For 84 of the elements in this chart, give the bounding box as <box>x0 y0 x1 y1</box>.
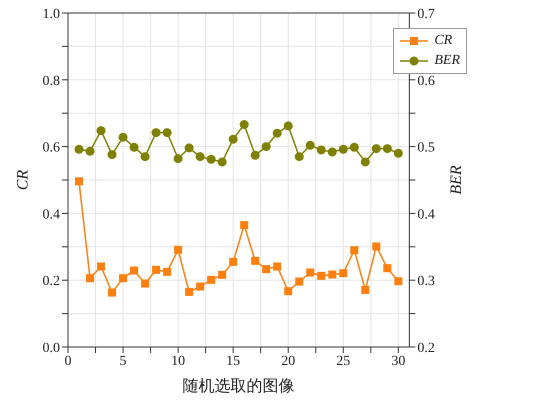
point <box>328 270 336 279</box>
point <box>152 266 160 274</box>
point <box>196 282 204 291</box>
legend-label: CR <box>434 32 452 50</box>
point <box>96 126 106 136</box>
x-axis-title: 随机选取的图像 <box>182 377 295 395</box>
point <box>108 288 116 297</box>
point <box>382 144 392 154</box>
point <box>306 140 315 150</box>
point <box>218 157 227 166</box>
y2-tick-label: 0.4 <box>417 207 435 222</box>
point <box>284 121 293 130</box>
point <box>174 246 182 254</box>
y2-tick-label: 0.7 <box>417 6 435 22</box>
point <box>273 262 282 271</box>
point <box>306 268 314 277</box>
point <box>372 242 380 250</box>
point <box>130 266 138 275</box>
y-tick-label: 1.0 <box>42 6 60 22</box>
point <box>86 146 95 156</box>
point <box>383 264 392 272</box>
point <box>185 288 194 296</box>
point <box>218 270 226 279</box>
y-tick-label: 0.8 <box>42 74 60 89</box>
y-axis-title: CR <box>14 170 32 190</box>
point <box>262 142 271 152</box>
point <box>140 152 150 162</box>
y-tick-label: 0.4 <box>42 207 60 222</box>
legend-label: BER <box>434 52 460 70</box>
point <box>196 152 205 162</box>
point <box>86 274 94 282</box>
y2-axis-title: BER <box>448 165 466 195</box>
point <box>250 150 260 160</box>
y-tick-label: 0.2 <box>42 274 60 290</box>
y-tick-label: 0.6 <box>42 140 60 156</box>
point <box>240 120 249 130</box>
point <box>360 157 370 166</box>
point <box>174 154 183 164</box>
y2-tick-label: 0.5 <box>417 140 435 156</box>
point <box>141 280 150 288</box>
x-tick-label: 20 <box>281 354 296 369</box>
x-tick-label: 10 <box>171 354 186 369</box>
point <box>350 246 358 254</box>
x-tick-label: 25 <box>336 354 350 369</box>
point <box>118 132 128 142</box>
point <box>272 128 282 138</box>
y2-tick-label: 0.2 <box>417 340 435 356</box>
point <box>74 144 84 154</box>
point <box>339 269 348 278</box>
point <box>350 142 359 152</box>
point <box>240 221 248 230</box>
point <box>251 256 260 265</box>
x-tick-label: 5 <box>120 354 127 369</box>
point <box>152 128 161 138</box>
point <box>184 143 194 152</box>
y2-tick-label: 0.3 <box>417 274 435 290</box>
point <box>338 144 348 154</box>
point <box>317 272 326 280</box>
point <box>372 144 381 154</box>
point <box>207 276 216 284</box>
point <box>206 154 216 164</box>
point <box>108 150 117 160</box>
x-tick-label: 30 <box>391 354 406 369</box>
point <box>361 286 370 294</box>
y-tick-label: 0.0 <box>42 340 60 356</box>
point <box>316 145 326 154</box>
point <box>284 287 292 296</box>
point <box>163 268 172 276</box>
point <box>294 152 304 162</box>
point <box>394 148 403 158</box>
point <box>119 274 128 282</box>
point <box>97 262 106 271</box>
point <box>162 128 172 138</box>
point <box>229 258 238 266</box>
point <box>295 278 304 286</box>
point <box>262 265 270 274</box>
point <box>130 142 139 152</box>
x-tick-label: 0 <box>64 354 72 369</box>
y2-tick-label: 0.6 <box>417 74 435 89</box>
point <box>75 177 84 186</box>
point <box>394 277 402 286</box>
point <box>228 134 238 144</box>
point <box>328 147 337 156</box>
x-tick-label: 15 <box>226 354 240 369</box>
